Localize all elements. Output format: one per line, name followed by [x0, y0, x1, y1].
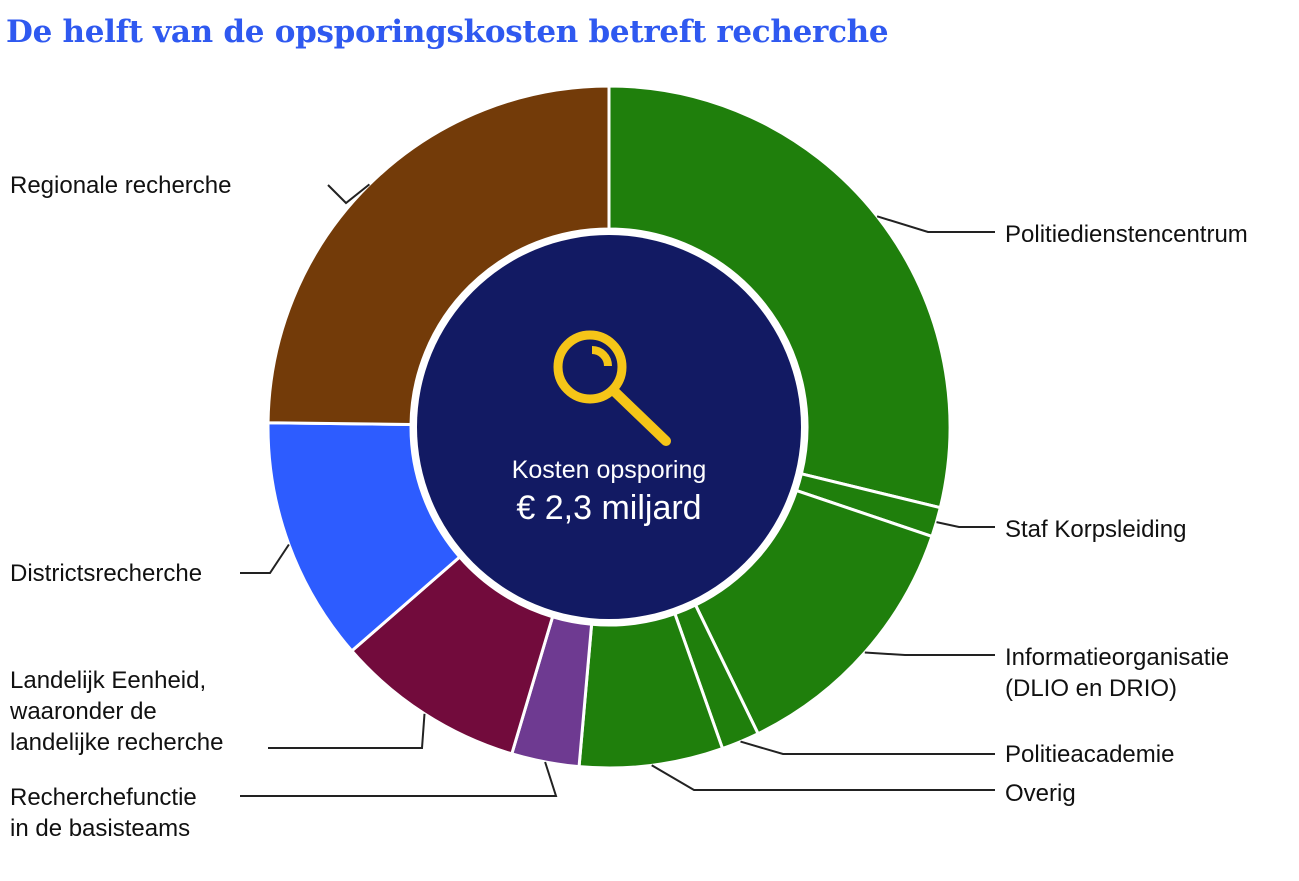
label-staf-korpsleiding: Staf Korpsleiding	[1005, 516, 1186, 543]
label-informatieorganisatie: Informatieorganisatie (DLIO en DRIO)	[1005, 644, 1236, 702]
leader-informatieorganisatie	[864, 651, 995, 656]
label-regionale-recherche: Regionale recherche	[10, 172, 231, 199]
leader-staf-korpsleiding	[936, 521, 995, 528]
leader-recherchefunctie-basisteams	[240, 761, 558, 797]
slice-politiedienstencentrum	[607, 84, 952, 510]
slice-regionale-recherche	[266, 84, 611, 427]
label-recherchefunctie-basisteams: Recherchefunctie in de basisteams	[10, 784, 203, 842]
label-districtsrecherche: Districtsrecherche	[10, 560, 202, 587]
label-overig: Overig	[1005, 780, 1076, 807]
center-value: € 2,3 miljard	[516, 489, 701, 527]
chart-title: De helft van de opsporingskosten betreft…	[6, 14, 889, 50]
leader-landelijke-eenheid	[268, 713, 426, 749]
center-label: Kosten opsporing	[512, 456, 707, 484]
label-politiedienstencentrum: Politiedienstencentrum	[1005, 221, 1248, 248]
label-politieacademie: Politieacademie	[1005, 741, 1174, 768]
magnifier-icon	[553, 330, 671, 446]
leader-districtsrecherche	[240, 543, 290, 574]
center-disc	[417, 235, 801, 619]
label-landelijke-eenheid: Landelijk Eenheid, waaronder de landelij…	[9, 667, 223, 756]
leader-regionale-recherche	[327, 183, 371, 205]
donut-slices	[266, 84, 952, 770]
leader-overig	[651, 764, 995, 791]
leader-politiedienstencentrum	[876, 215, 995, 233]
leader-politieacademie	[740, 740, 995, 755]
leader-lines	[240, 183, 995, 797]
